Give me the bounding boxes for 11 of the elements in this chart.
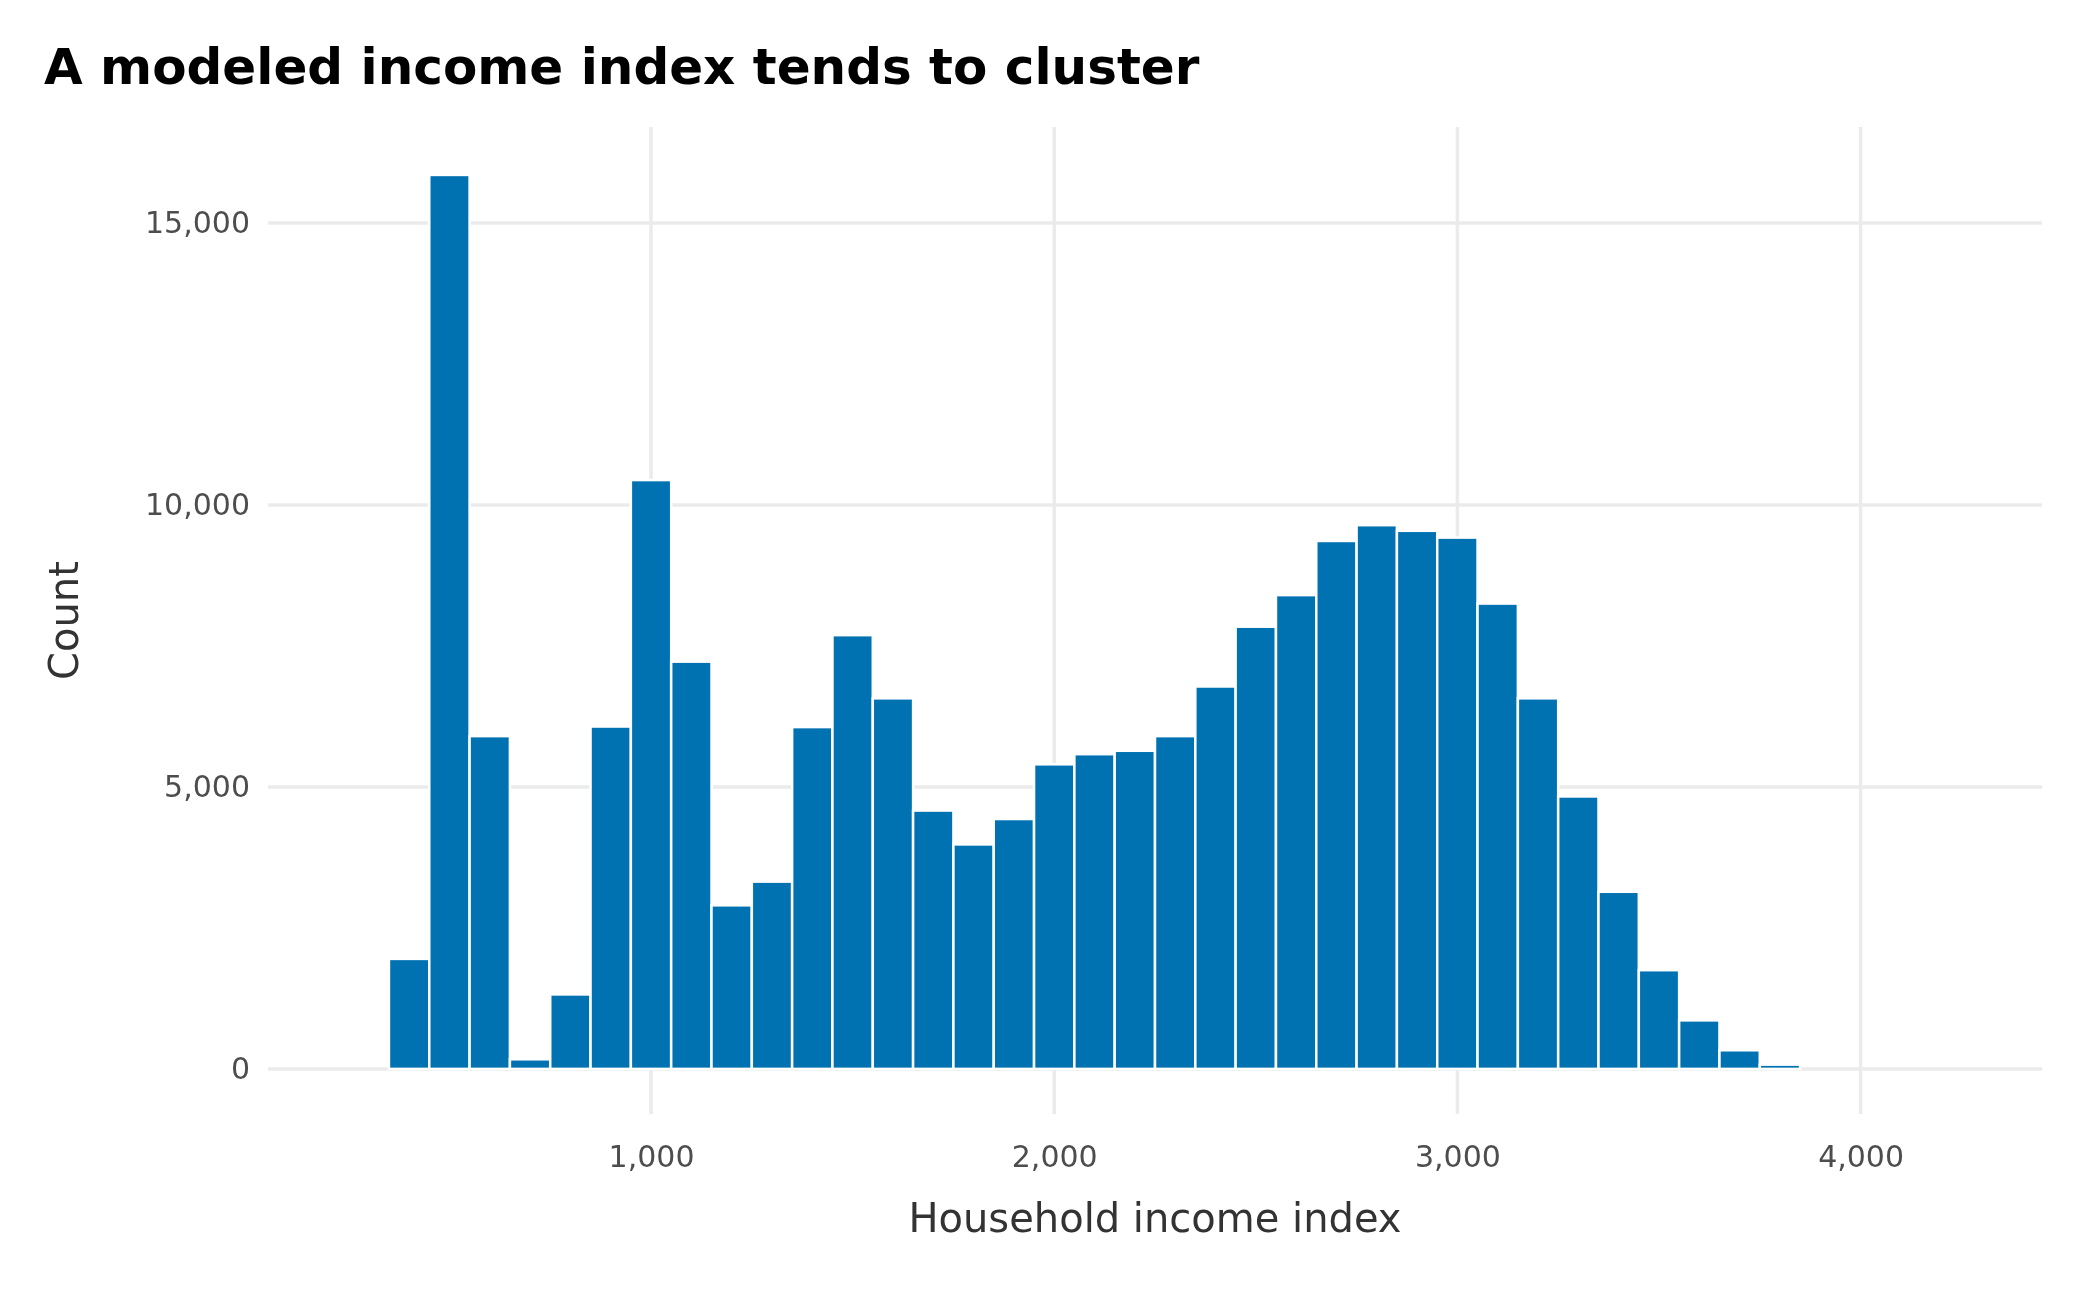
y-tick-label: 5,000 [164, 768, 250, 804]
y-tick-label: 0 [230, 1050, 250, 1086]
y-tick-label: 10,000 [145, 486, 250, 522]
x-tick-label: 4,000 [1818, 1139, 1905, 1175]
x-axis-title: Household income index [908, 1195, 1402, 1241]
x-tick-label: 2,000 [1011, 1139, 1098, 1175]
x-tick-label: 3,000 [1414, 1139, 1501, 1175]
chart-title: A modeled income index tends to cluster [44, 38, 1200, 96]
x-tick-label: 1,000 [608, 1139, 695, 1175]
y-axis-title: Count [41, 561, 87, 680]
y-tick-label: 15,000 [145, 204, 250, 240]
